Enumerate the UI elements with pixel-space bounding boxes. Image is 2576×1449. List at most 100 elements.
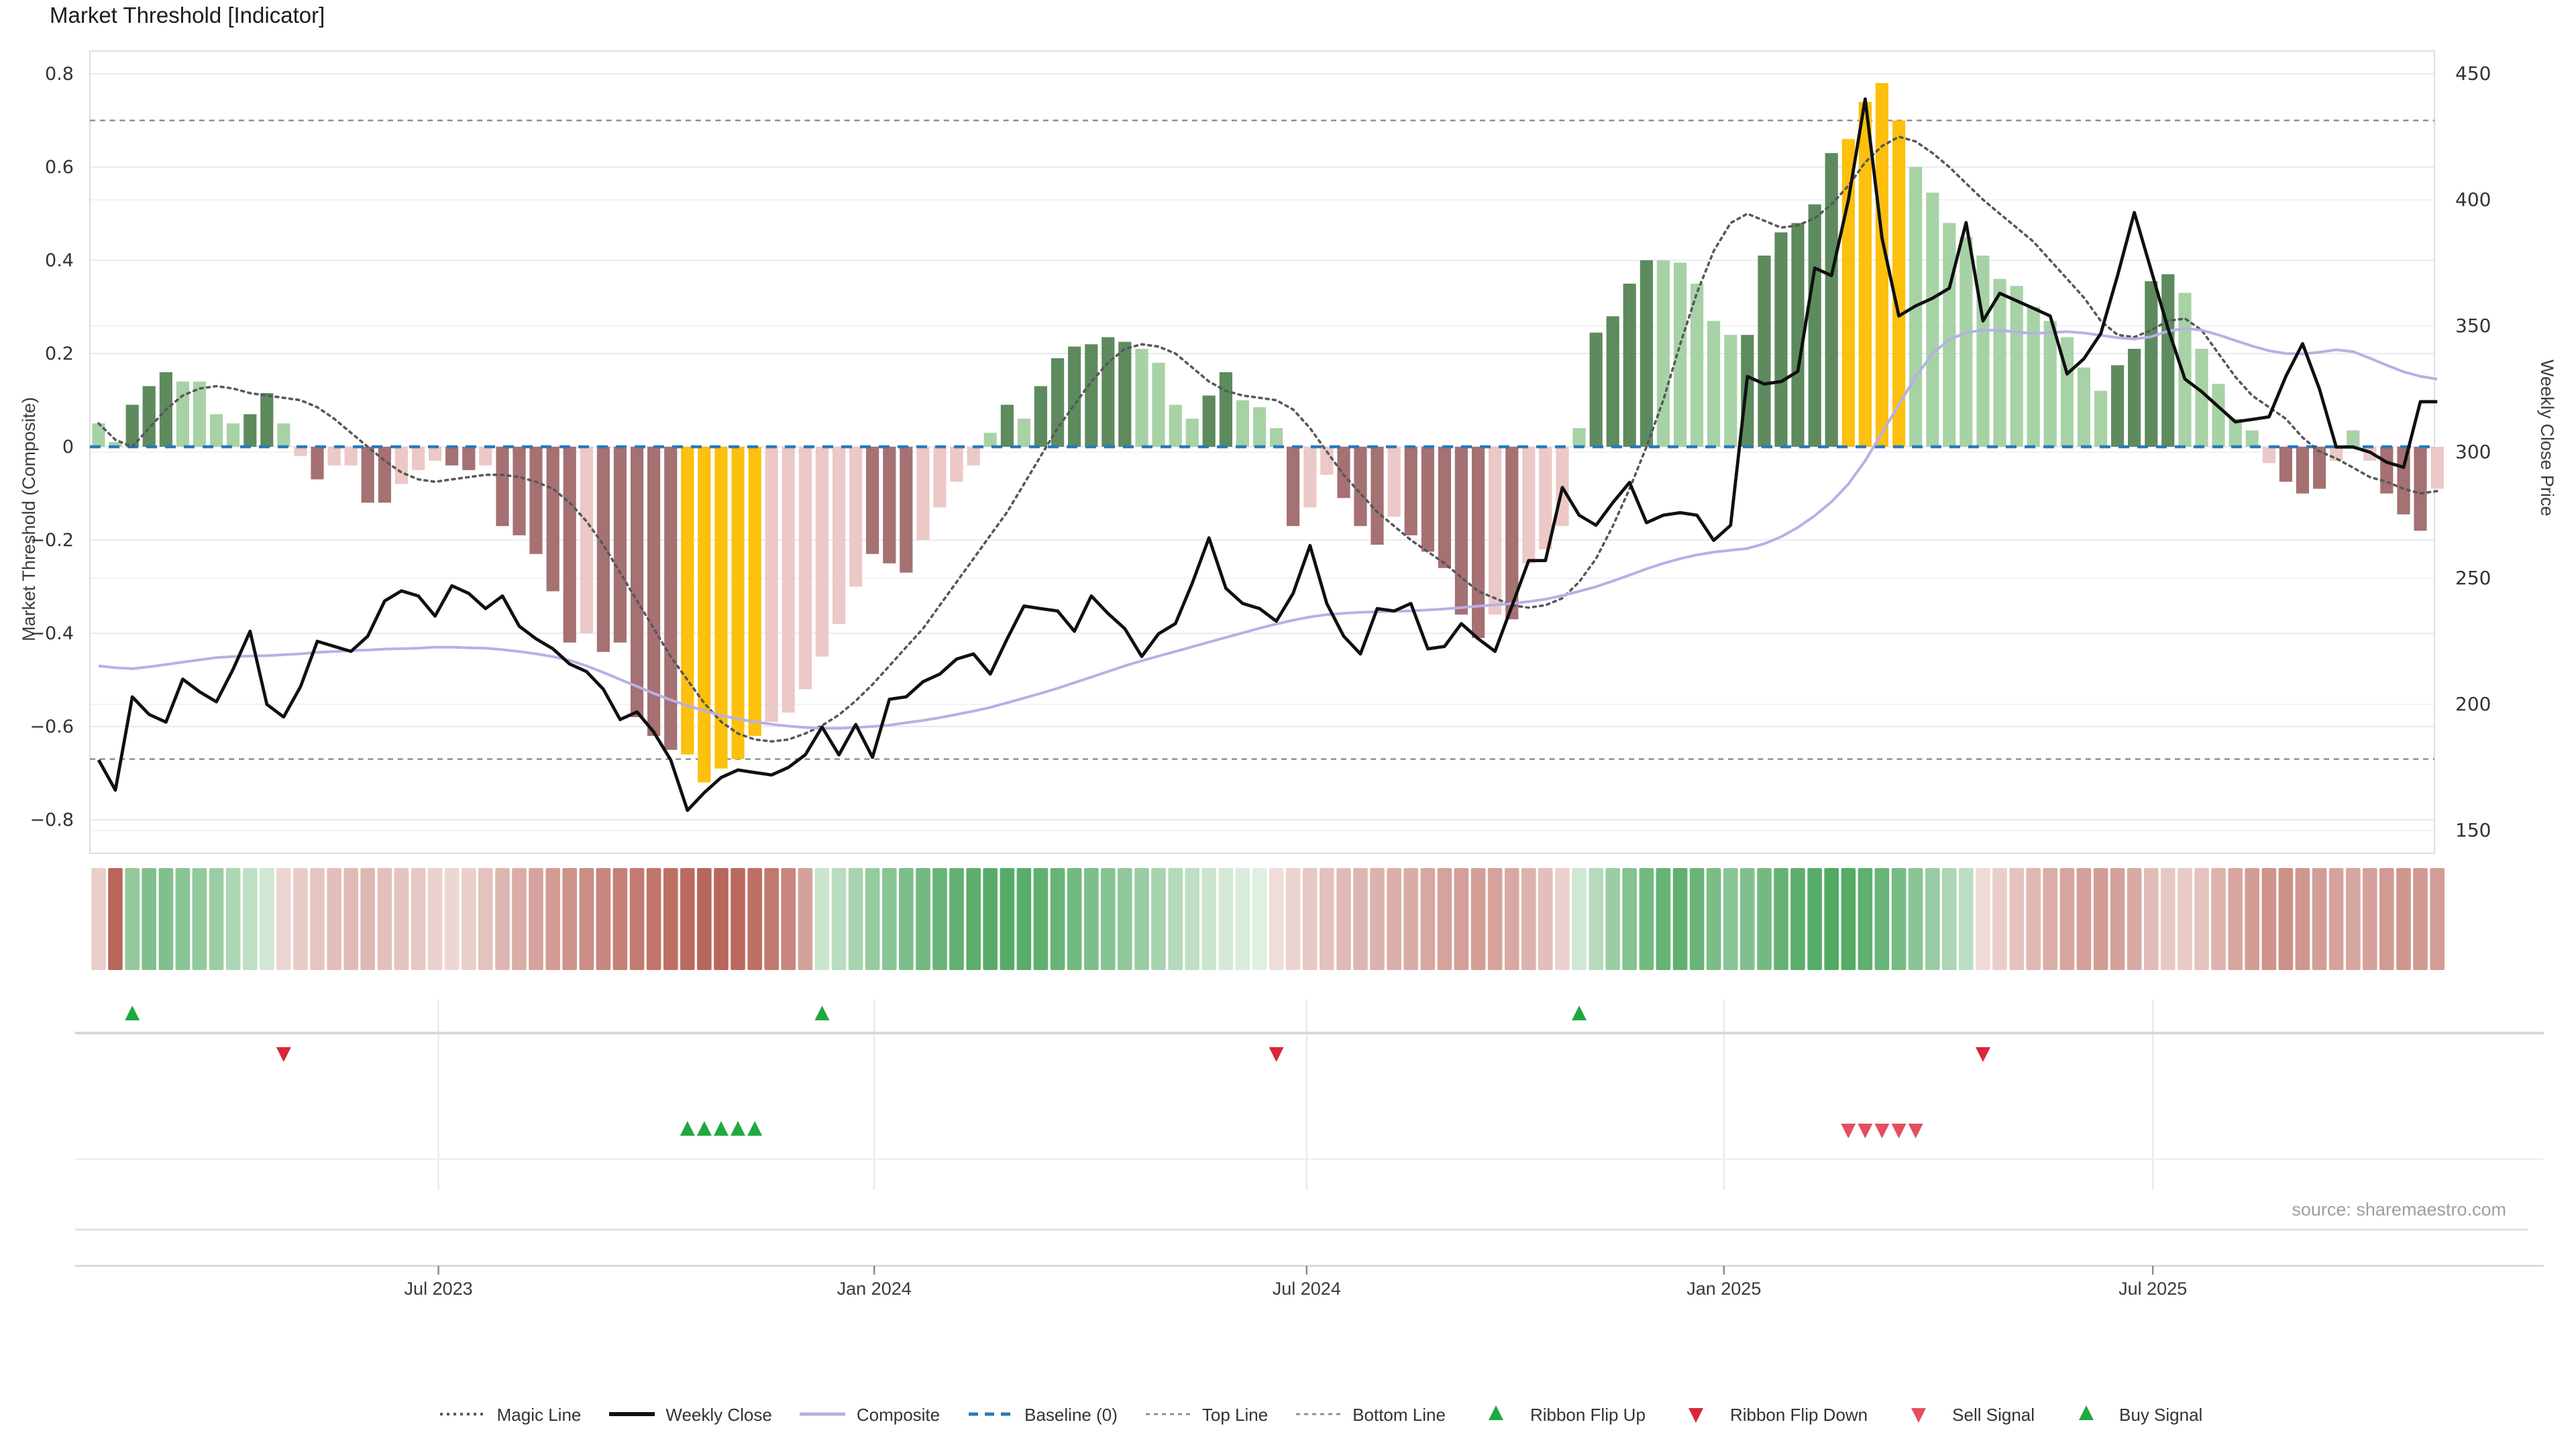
threshold-bar: [1337, 447, 1350, 498]
threshold-bar: [1960, 237, 1973, 447]
ribbon-cell: [1639, 868, 1654, 970]
threshold-bar: [2077, 367, 2090, 447]
legend-label: Ribbon Flip Up: [1529, 1404, 1646, 1424]
y-tick-label-left: 0.8: [45, 64, 74, 85]
ribbon-cell: [1353, 868, 1368, 970]
threshold-bar: [1758, 256, 1771, 447]
threshold-bar: [950, 447, 963, 482]
threshold-bar: [361, 447, 374, 503]
ribbon-cell: [310, 868, 325, 970]
ribbon-cell: [427, 868, 443, 970]
threshold-bar: [210, 414, 223, 447]
threshold-bar: [2229, 419, 2242, 447]
ribbon-cell: [394, 868, 409, 970]
y-tick-label-left: 0.6: [45, 157, 74, 178]
threshold-bar: [900, 447, 913, 573]
threshold-bar: [125, 405, 139, 447]
ribbon-cell: [1387, 868, 1401, 970]
threshold-bar: [142, 386, 156, 447]
ribbon-cell: [2396, 868, 2411, 970]
ribbon-cell: [579, 868, 594, 970]
chart-title: Market Threshold [Indicator]: [50, 4, 325, 28]
sell-signal-marker: [1841, 1124, 1856, 1138]
ribbon-cell: [293, 868, 308, 970]
threshold-bar: [613, 447, 627, 643]
ribbon-cell: [1168, 868, 1183, 970]
ribbon-cell: [2312, 868, 2327, 970]
threshold-bar: [2043, 321, 2057, 447]
threshold-bar: [1454, 447, 1468, 615]
threshold-bar: [1808, 204, 1821, 447]
ribbon-cell: [1185, 868, 1199, 970]
threshold-bar: [445, 447, 459, 466]
ribbon-cell: [1891, 868, 1907, 970]
threshold-bar: [765, 447, 778, 722]
ribbon-cell: [2328, 868, 2344, 970]
legend-item-ribbon-flip-down: Ribbon Flip Down: [1671, 1403, 1868, 1425]
legend-line-swatch: [1296, 1413, 1342, 1415]
ribbon-cell: [1151, 868, 1166, 970]
threshold-bar: [294, 447, 307, 456]
ribbon-cell: [462, 868, 476, 970]
ribbon-cell: [1505, 868, 1519, 970]
ribbon-cell: [697, 868, 712, 970]
ribbon-cell: [1437, 868, 1452, 970]
threshold-bar: [1102, 337, 1115, 447]
legend-item-bottom-line: Bottom Line: [1293, 1403, 1446, 1425]
ribbon-cell: [2413, 868, 2428, 970]
triangle-up-icon: [2078, 1405, 2094, 1420]
threshold-bar: [2195, 349, 2208, 447]
legend-label: Ribbon Flip Down: [1729, 1404, 1868, 1424]
ribbon-cell: [2211, 868, 2226, 970]
ribbon-cell: [1757, 868, 1772, 970]
ribbon-cell: [545, 868, 560, 970]
triangle-down-icon: [1688, 1408, 1704, 1423]
threshold-bar: [2414, 447, 2427, 531]
ribbon-cell: [1589, 868, 1603, 970]
y-tick-label-left: −0.8: [30, 810, 74, 830]
ribbon-cell: [848, 868, 863, 970]
ribbon-cell: [1521, 868, 1536, 970]
ribbon-cell: [1689, 868, 1705, 970]
ribbon-cell: [327, 868, 341, 970]
ribbon-cell: [949, 868, 964, 970]
ribbon-cell: [2127, 868, 2142, 970]
y-tick-label-right: 400: [2455, 189, 2491, 211]
threshold-bar: [244, 414, 257, 447]
ribbon-cell: [478, 868, 493, 970]
sell-signal-marker: [1908, 1124, 1923, 1138]
threshold-bar: [1774, 232, 1788, 447]
threshold-bar: [1135, 349, 1148, 447]
ribbon-flip-up-marker: [125, 1006, 140, 1020]
threshold-bar: [529, 447, 543, 554]
threshold-bar: [1690, 283, 1704, 447]
ribbon-cell: [2076, 868, 2092, 970]
threshold-bar: [916, 447, 930, 540]
composite-line: [98, 327, 2438, 730]
ribbon-flip-up-marker: [814, 1006, 830, 1020]
threshold-bar: [2245, 430, 2259, 447]
ribbon-cell: [680, 868, 695, 970]
threshold-bar: [92, 423, 105, 447]
threshold-bar: [1068, 346, 1081, 447]
threshold-bar: [1421, 447, 1434, 552]
ribbon-cell: [1605, 868, 1620, 970]
threshold-bar: [1707, 321, 1721, 447]
threshold-bar: [1640, 260, 1653, 447]
ribbon-cell: [1992, 868, 2007, 970]
threshold-bar: [798, 447, 812, 690]
x-tick-label: Jul 2023: [405, 1279, 473, 1299]
legend-label: Buy Signal: [2119, 1404, 2203, 1424]
y-tick-label-left: 0.2: [45, 343, 74, 364]
threshold-bar: [1572, 428, 1586, 447]
threshold-bar: [2145, 281, 2158, 447]
threshold-bar: [1926, 193, 1939, 447]
ribbon-cell: [1218, 868, 1234, 970]
threshold-bar: [513, 447, 526, 535]
threshold-bar: [2010, 286, 2023, 447]
legend-label: Top Line: [1201, 1404, 1269, 1424]
ribbon-cell: [629, 868, 645, 970]
threshold-bar: [546, 447, 559, 592]
threshold-bar: [580, 447, 593, 633]
ribbon-cell: [444, 868, 460, 970]
